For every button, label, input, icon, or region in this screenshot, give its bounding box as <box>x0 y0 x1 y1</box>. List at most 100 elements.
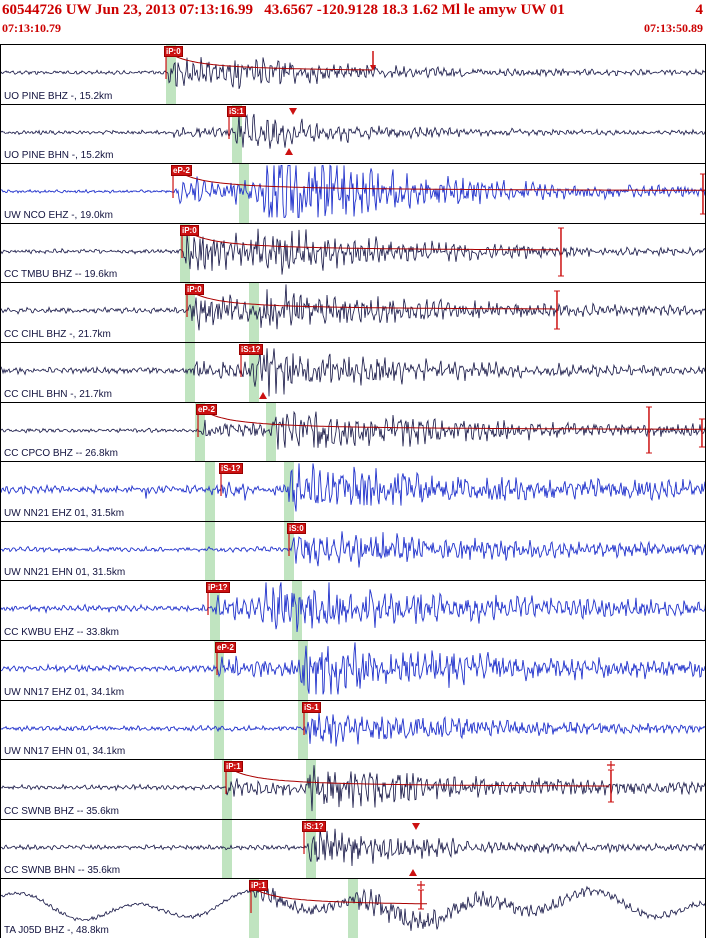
seismic-trace <box>1 642 705 695</box>
seismic-trace <box>1 712 705 747</box>
pick-label[interactable]: iP:1? <box>206 582 230 594</box>
seismic-trace <box>1 531 705 568</box>
peak-marker-up[interactable] <box>285 147 294 155</box>
station-label: CC CIHL BHN -, 21.7km <box>4 388 112 400</box>
window-end-time: 07:13:50.89 <box>644 21 703 35</box>
pick-label[interactable]: iS:0 <box>287 522 306 534</box>
station-label: CC KWBU EHZ -- 33.8km <box>4 626 120 638</box>
pick-label[interactable]: eP-2 <box>215 641 236 653</box>
arrival-window-band <box>166 45 176 104</box>
coda-decay-curve[interactable] <box>197 405 705 430</box>
pick-label[interactable]: iP:1 <box>249 880 268 892</box>
seismic-trace <box>1 827 705 866</box>
seismic-trace <box>1 164 705 219</box>
trace-row[interactable]: iP:0 CC TMBU BHZ -- 19.6km <box>1 223 705 284</box>
coda-decay-curve[interactable] <box>225 765 609 787</box>
arrival-window-band <box>214 700 224 760</box>
waveform[interactable] <box>1 45 705 105</box>
waveform[interactable] <box>1 224 705 284</box>
arrival-window-band <box>284 462 294 521</box>
event-extra: 4 <box>695 2 704 18</box>
pick-label[interactable]: eP-2 <box>171 165 192 177</box>
plus-marker[interactable] <box>416 881 425 890</box>
pick-label[interactable]: iP:0 <box>180 224 199 236</box>
trace-row[interactable]: iP:0 UO PINE BHZ -, 15.2km <box>1 45 705 105</box>
trace-row[interactable]: iS:1 UO PINE BHN -, 15.2km <box>1 104 705 165</box>
trace-row[interactable]: eP-2 CC CPCO BHZ -- 26.8km <box>1 402 705 463</box>
trace-row[interactable]: iS:1? CC SWNB BHN -- 35.6km <box>1 819 705 880</box>
station-label: UW NCO EHZ -, 19.0km <box>4 209 113 221</box>
station-label: TA J05D BHZ -, 48.8km <box>4 924 109 936</box>
station-label: UO PINE BHZ -, 15.2km <box>4 90 113 102</box>
station-label: CC SWNB BHZ -- 35.6km <box>4 805 120 817</box>
event-info: 60544726 UW Jun 23, 2013 07:13:16.99 43.… <box>2 2 565 18</box>
arrival-window-band <box>214 640 224 700</box>
arrival-window-band <box>180 223 190 283</box>
arrival-window-band <box>239 164 249 223</box>
pick-label[interactable]: iS-1 <box>302 701 321 713</box>
station-label: CC TMBU BHZ -- 19.6km <box>4 269 118 281</box>
arrival-window-band <box>292 581 302 640</box>
trace-row[interactable]: iS-1 UW NN17 EHN 01, 34.1km <box>1 700 705 761</box>
seismic-trace <box>1 765 705 812</box>
station-label: UW NN21 EHZ 01, 31.5km <box>4 507 125 519</box>
station-label: CC CIHL BHZ -, 21.7km <box>4 328 111 340</box>
arrival-window-band <box>185 283 195 342</box>
seismic-trace <box>1 463 705 512</box>
waveform[interactable] <box>1 403 705 463</box>
seismic-trace <box>1 348 705 397</box>
pick-label[interactable]: iS:1? <box>239 343 263 355</box>
coda-decay-curve[interactable] <box>165 50 373 71</box>
event-line: 60544726 UW Jun 23, 2013 07:13:16.99 43.… <box>0 0 706 19</box>
arrival-window-band <box>205 521 215 581</box>
trace-row[interactable]: iS:0 UW NN21 EHN 01, 31.5km <box>1 521 705 582</box>
arrow-marker-head <box>369 64 376 71</box>
pick-label[interactable]: iP:0 <box>185 284 204 296</box>
trace-row[interactable]: iP:1 TA J05D BHZ -, 48.8km <box>1 879 705 938</box>
pick-label[interactable]: iS:1 <box>227 105 246 117</box>
trace-row[interactable]: iP:1 CC SWNB BHZ -- 35.6km <box>1 760 705 820</box>
trace-row[interactable]: iS:1? CC CIHL BHN -, 21.7km <box>1 342 705 403</box>
seismic-trace <box>1 113 705 149</box>
arrival-window-band <box>185 342 195 402</box>
arrival-window-band <box>348 879 358 938</box>
pick-label[interactable]: iP:1 <box>224 761 243 773</box>
peak-marker-up[interactable] <box>259 391 268 399</box>
coda-decay-curve[interactable] <box>181 226 559 251</box>
trace-row[interactable]: eP-2 UW NN17 EHZ 01, 34.1km <box>1 640 705 701</box>
waveform[interactable] <box>1 760 705 820</box>
coda-decay-curve[interactable] <box>172 167 705 191</box>
arrival-window-band <box>205 462 215 521</box>
seismic-trace <box>1 57 705 90</box>
pick-label[interactable]: eP-2 <box>196 403 217 415</box>
seismic-trace <box>1 284 705 331</box>
arrival-window-band <box>222 760 232 819</box>
trace-row[interactable]: iP:1? CC KWBU EHZ -- 33.8km <box>1 581 705 641</box>
pick-label[interactable]: iS-1? <box>219 463 243 475</box>
trace-area: iP:0 UO PINE BHZ -, 15.2km iS:1 UO PINE BHN… <box>0 44 706 938</box>
station-label: CC SWNB BHN -- 35.6km <box>4 865 121 877</box>
waveform[interactable] <box>1 283 705 343</box>
pick-label[interactable]: iP:0 <box>164 46 183 57</box>
coda-decay-curve[interactable] <box>186 288 555 310</box>
waveform[interactable] <box>1 879 705 938</box>
waveform[interactable] <box>1 164 705 224</box>
station-label: CC CPCO BHZ -- 26.8km <box>4 448 118 460</box>
peak-marker-down[interactable] <box>289 107 298 115</box>
arrival-window-band <box>306 819 316 879</box>
window-start-time: 07:13:10.79 <box>2 21 61 35</box>
seismic-trace <box>1 228 705 275</box>
trace-row[interactable]: iP:0 CC CIHL BHZ -, 21.7km <box>1 283 705 343</box>
seismic-trace <box>1 582 705 633</box>
arrival-window-band <box>195 402 205 462</box>
pick-label[interactable]: iS:1? <box>302 820 326 832</box>
arrival-window-band <box>232 104 242 164</box>
trace-row[interactable]: iS-1? UW NN21 EHZ 01, 31.5km <box>1 462 705 522</box>
plus-marker[interactable] <box>606 761 615 770</box>
station-label: UW NN17 EHN 01, 34.1km <box>4 746 126 758</box>
coda-decay-curve[interactable] <box>250 886 427 905</box>
trace-row[interactable]: eP-2 UW NCO EHZ -, 19.0km <box>1 164 705 224</box>
peak-marker-down[interactable] <box>411 822 420 830</box>
peak-marker-up[interactable] <box>408 868 417 876</box>
